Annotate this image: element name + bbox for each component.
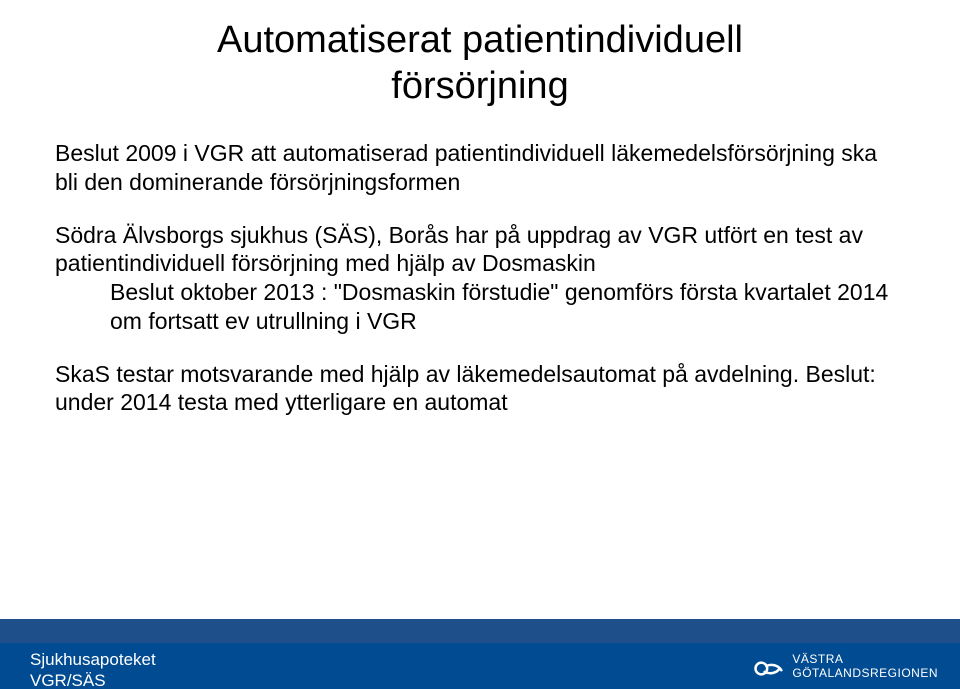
paragraph-2: Södra Älvsborgs sjukhus (SÄS), Borås har… [55, 221, 905, 336]
footer-text: Sjukhusapoteket VGR/SÄS [30, 649, 156, 689]
title-line-1: Automatiserat patientindividuell [217, 19, 743, 61]
paragraph-3: SkaS testar motsvarande med hjälp av läk… [55, 360, 905, 418]
vgr-logo-icon [748, 643, 786, 689]
footer-bar: Sjukhusapoteket VGR/SÄS VÄSTRA GÖTALANDS… [0, 619, 960, 689]
paragraph-1: Beslut 2009 i VGR att automatiserad pati… [55, 139, 905, 197]
paragraph-2-bullet: Beslut oktober 2013 : "Dosmaskin förstud… [110, 278, 905, 336]
slide-body: Beslut 2009 i VGR att automatiserad pati… [55, 139, 905, 417]
vgr-logo-text: VÄSTRA GÖTALANDSREGIONEN [792, 652, 938, 680]
spacer [55, 336, 905, 360]
title-line-2: försörjning [391, 65, 568, 107]
slide-title: Automatiserat patientindividuell försörj… [60, 18, 900, 109]
vgr-logo: VÄSTRA GÖTALANDSREGIONEN [748, 635, 938, 689]
footer-line-1: Sjukhusapoteket [30, 650, 156, 669]
logo-line-1: VÄSTRA [792, 652, 843, 666]
logo-line-2: GÖTALANDSREGIONEN [792, 666, 938, 680]
paragraph-2-intro: Södra Älvsborgs sjukhus (SÄS), Borås har… [55, 222, 863, 277]
slide-container: Automatiserat patientindividuell försörj… [0, 18, 960, 689]
footer-line-2: VGR/SÄS [30, 671, 106, 689]
